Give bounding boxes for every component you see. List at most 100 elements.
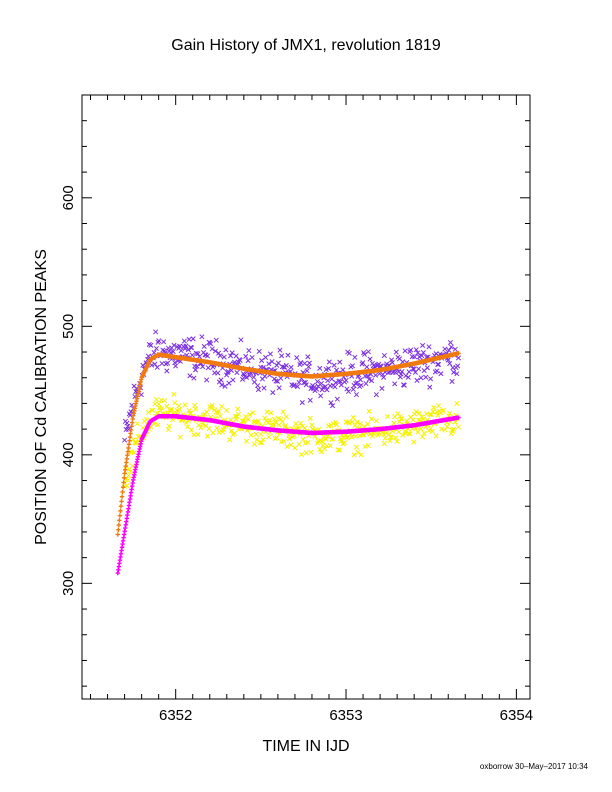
data-point [307,415,313,421]
data-point [446,347,452,353]
data-point [327,443,333,449]
data-point [165,427,171,433]
data-point [418,375,424,381]
data-point [200,421,206,427]
data-point [337,359,343,365]
data-point [193,350,199,356]
data-point [318,380,324,387]
data-point [151,350,157,356]
data-point [423,374,429,380]
data-point [383,430,389,436]
data-point [255,387,262,393]
data-point [358,452,364,458]
data-point [245,416,251,422]
data-point [164,368,170,374]
data-point [396,419,403,425]
data-point [293,421,299,427]
data-point [298,420,304,426]
data-point [148,342,154,348]
data-point [329,376,335,382]
data-point [333,379,339,386]
data-point [399,369,405,375]
data-point [448,431,454,437]
data-point [365,349,371,355]
data-point [260,364,266,371]
data-point [125,477,131,483]
data-point [369,378,375,384]
data-point [454,371,460,377]
data-point [357,377,364,383]
data-point [170,349,176,355]
data-point [412,354,418,360]
data-point [447,339,454,346]
data-point [345,434,351,440]
data-point [228,417,234,423]
data-point [195,351,201,357]
data-point [324,387,330,393]
data-point [261,385,267,391]
data-point [231,359,238,365]
data-point [373,418,379,424]
data-point [389,360,395,366]
data-point [255,383,261,389]
data-point [320,442,326,448]
data-point [250,410,256,416]
data-point [275,360,281,366]
data-point [153,329,159,335]
data-point [191,432,197,438]
data-point [279,418,285,425]
data-point [263,354,269,360]
data-point [219,382,225,388]
data-point [190,336,196,342]
data-point [153,345,160,352]
data-point [291,433,297,439]
data-point [235,406,241,412]
series-3 [115,351,461,537]
data-point [340,367,346,373]
data-point [307,397,313,403]
data-marks [115,329,462,576]
data-point [273,378,279,384]
data-point [302,360,308,366]
data-point [274,435,280,441]
data-point [345,388,352,395]
data-point [387,438,393,444]
data-point [415,350,421,356]
data-point [159,360,165,367]
data-point [195,431,201,437]
data-point [165,360,171,366]
data-point [283,414,289,420]
data-point [130,437,136,443]
x-tick-label: 6352 [159,707,192,724]
data-point [283,362,289,368]
data-point [172,400,178,406]
data-point [219,403,225,410]
data-point [145,356,151,363]
data-point [126,426,132,432]
data-point [166,423,172,429]
data-point [392,381,398,387]
data-point [149,407,156,414]
data-point [306,360,313,366]
data-point [196,353,203,360]
data-point [264,409,270,415]
data-point [215,370,221,376]
data-point [338,438,344,444]
x-tick-label: 6354 [500,707,533,724]
data-point [379,385,385,392]
data-point [363,381,369,387]
data-point [253,431,259,437]
data-point [218,377,224,383]
data-point [145,353,152,359]
data-point [445,357,451,363]
data-point [132,394,138,400]
data-point [294,355,300,361]
data-point [402,348,408,354]
data-point [303,450,309,456]
data-point [358,382,364,388]
data-point [401,382,407,388]
data-point [427,384,433,390]
data-point [271,416,277,422]
data-point [157,405,163,411]
data-point [282,423,289,429]
